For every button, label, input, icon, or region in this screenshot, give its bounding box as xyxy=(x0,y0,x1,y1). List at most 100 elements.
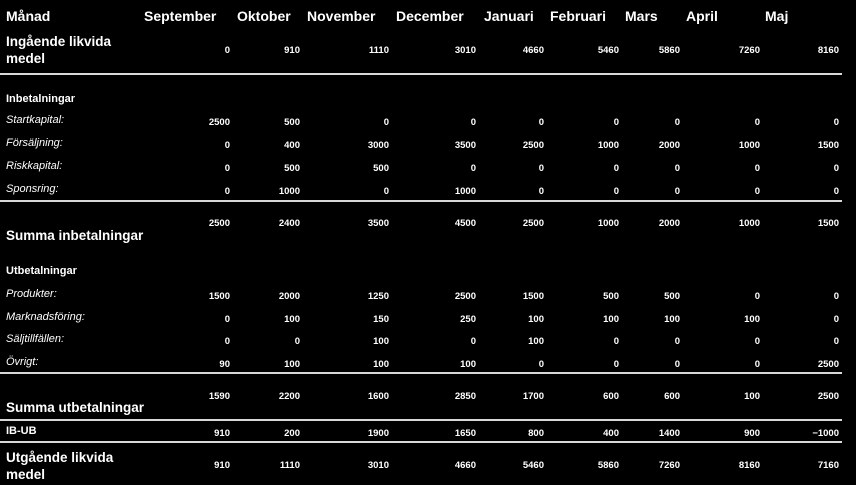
row-label: Säljtillfällen: xyxy=(6,333,65,345)
divider xyxy=(0,200,842,202)
row-label: Sponsring: xyxy=(6,183,59,195)
value-cell: 1000 xyxy=(278,186,300,197)
value-cell: 1500 xyxy=(522,291,544,302)
divider xyxy=(0,372,842,374)
value-cell: 90 xyxy=(219,359,230,370)
value-cell: 100 xyxy=(284,314,300,325)
value-cell: 100 xyxy=(664,314,680,325)
value-cell: 0 xyxy=(754,186,760,197)
value-cell: 3010 xyxy=(367,460,389,471)
value-cell: 3010 xyxy=(454,45,476,56)
value-cell: 5460 xyxy=(597,45,619,56)
value-cell: 2000 xyxy=(658,140,680,151)
month-header: Oktober xyxy=(237,8,291,24)
value-cell: 100 xyxy=(373,359,389,370)
value-cell: 1600 xyxy=(367,391,389,402)
divider xyxy=(0,441,842,443)
value-cell: 600 xyxy=(664,391,680,402)
value-cell: 0 xyxy=(674,359,680,370)
value-cell: 3500 xyxy=(454,140,476,151)
row-label: Försäljning: xyxy=(6,137,63,149)
value-cell: 2500 xyxy=(522,140,544,151)
value-cell: 0 xyxy=(833,117,839,128)
value-cell: 0 xyxy=(833,186,839,197)
value-cell: 100 xyxy=(460,359,476,370)
value-cell: 0 xyxy=(833,314,839,325)
value-cell: 5460 xyxy=(522,460,544,471)
value-cell: 1500 xyxy=(817,218,839,229)
value-cell: 7260 xyxy=(658,460,680,471)
value-cell: 0 xyxy=(754,163,760,174)
value-cell: 7160 xyxy=(817,460,839,471)
value-cell: 2500 xyxy=(522,218,544,229)
value-cell: 100 xyxy=(528,336,544,347)
value-cell: 0 xyxy=(674,336,680,347)
value-cell: 4500 xyxy=(454,218,476,229)
month-header: Maj xyxy=(765,8,789,24)
value-cell: 0 xyxy=(383,117,389,128)
value-cell: 2500 xyxy=(817,359,839,370)
value-cell: 400 xyxy=(603,428,619,439)
row-label: IB-UB xyxy=(6,425,37,437)
section-heading: Inbetalningar xyxy=(6,93,76,105)
value-cell: 0 xyxy=(674,117,680,128)
value-cell: 2000 xyxy=(658,218,680,229)
value-cell: 0 xyxy=(754,291,760,302)
row-label: Ingående likvida medel xyxy=(6,34,112,66)
value-cell: 150 xyxy=(373,314,389,325)
value-cell: 100 xyxy=(744,391,760,402)
value-cell: 0 xyxy=(294,336,300,347)
value-cell: 0 xyxy=(224,163,230,174)
value-cell: 100 xyxy=(528,314,544,325)
value-cell: 2500 xyxy=(817,391,839,402)
value-cell: 1000 xyxy=(738,218,760,229)
value-cell: 1900 xyxy=(367,428,389,439)
value-cell: 5860 xyxy=(658,45,680,56)
value-cell: 500 xyxy=(284,117,300,128)
value-cell: 0 xyxy=(470,163,476,174)
value-cell: 0 xyxy=(754,359,760,370)
value-cell: 2500 xyxy=(208,218,230,229)
header-row: Månad September Oktober November Decembe… xyxy=(0,0,856,30)
value-cell: 900 xyxy=(744,428,760,439)
value-cell: 8160 xyxy=(817,45,839,56)
value-cell: 910 xyxy=(214,428,230,439)
value-cell: 500 xyxy=(284,163,300,174)
value-cell: 2000 xyxy=(278,291,300,302)
value-cell: 500 xyxy=(664,291,680,302)
value-cell: 1590 xyxy=(208,391,230,402)
value-cell: 100 xyxy=(744,314,760,325)
value-cell: 0 xyxy=(613,336,619,347)
value-cell: 910 xyxy=(214,460,230,471)
value-cell: 3500 xyxy=(367,218,389,229)
row-label: Utgående likvida medel xyxy=(6,450,114,482)
value-cell: 5860 xyxy=(597,460,619,471)
value-cell: 600 xyxy=(603,391,619,402)
row-label: Produkter: xyxy=(6,288,57,300)
value-cell: 1700 xyxy=(522,391,544,402)
value-cell: 2500 xyxy=(208,117,230,128)
value-cell: 100 xyxy=(284,359,300,370)
value-cell: 4660 xyxy=(522,45,544,56)
value-cell: 7260 xyxy=(738,45,760,56)
value-cell: 0 xyxy=(224,336,230,347)
value-cell: 100 xyxy=(603,314,619,325)
month-header: Januari xyxy=(484,8,534,24)
value-cell: 0 xyxy=(754,336,760,347)
value-cell: 0 xyxy=(470,336,476,347)
value-cell: 0 xyxy=(224,314,230,325)
value-cell: 1250 xyxy=(367,291,389,302)
value-cell: 2200 xyxy=(278,391,300,402)
value-cell: 0 xyxy=(674,163,680,174)
value-cell: 0 xyxy=(833,291,839,302)
value-cell: 0 xyxy=(470,117,476,128)
value-cell: 0 xyxy=(833,163,839,174)
month-header: November xyxy=(307,8,376,24)
value-cell: 910 xyxy=(284,45,300,56)
value-cell: 4660 xyxy=(454,460,476,471)
month-header: Februari xyxy=(550,8,607,24)
value-cell: 400 xyxy=(284,140,300,151)
value-cell: 500 xyxy=(373,163,389,174)
month-header: Mars xyxy=(625,8,658,24)
month-header: September xyxy=(144,8,217,24)
